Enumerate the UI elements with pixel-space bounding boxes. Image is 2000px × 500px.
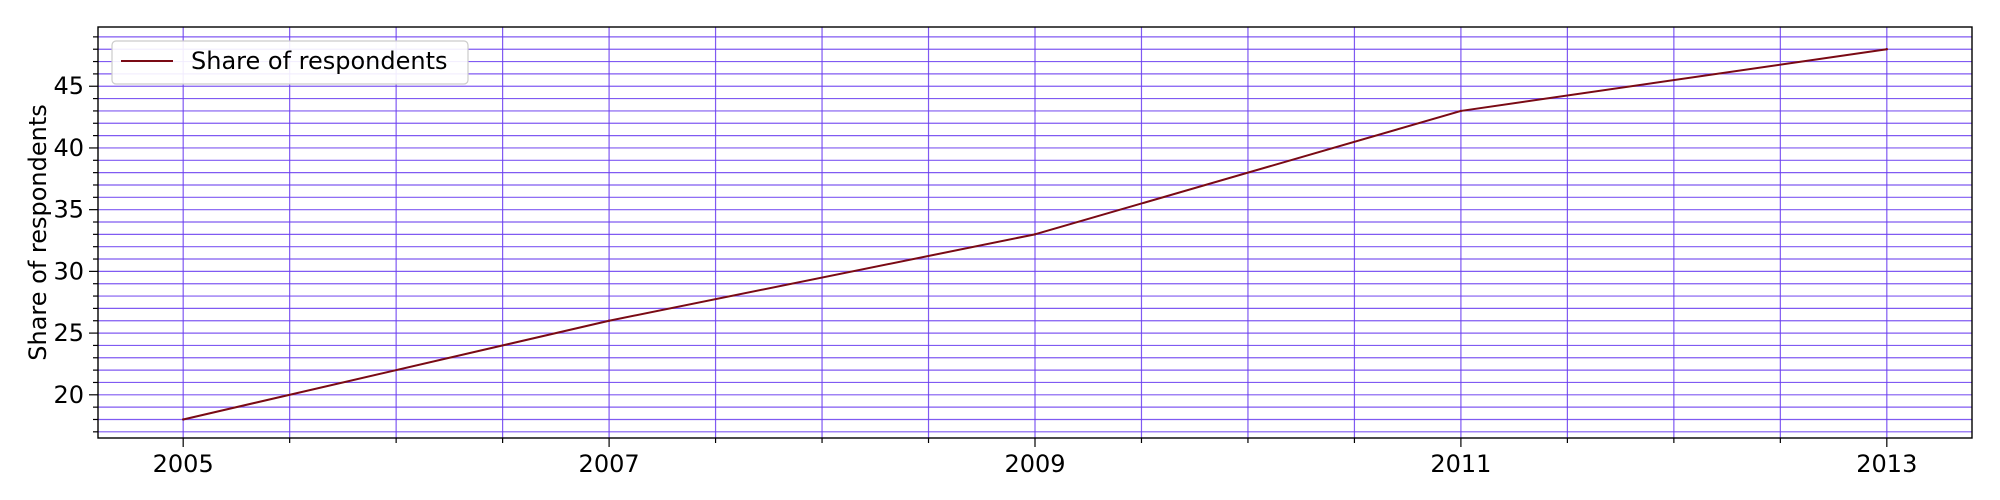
y-axis-label: Share of respondents [24,104,52,361]
legend: Share of respondents [111,40,469,85]
y-tick-label: 45 [53,72,84,100]
legend-label: Share of respondents [191,47,448,75]
x-tick-label: 2009 [1004,450,1065,478]
legend-box [111,40,469,85]
y-tick-label: 20 [53,381,84,409]
y-tick-label: 40 [53,134,84,162]
x-tick-label: 2011 [1430,450,1491,478]
x-tick-label: 2005 [153,450,214,478]
x-tick-label: 2013 [1856,450,1917,478]
data-point [607,319,611,322]
axis-ticks [89,36,1888,447]
y-axis-tick-labels: 20 25 30 35 40 45 [53,72,84,409]
data-point [1885,48,1889,51]
y-tick-label: 35 [53,196,84,224]
series-layer [181,48,1889,421]
grid [98,27,1972,438]
data-point [181,418,185,421]
y-tick-label: 25 [53,319,84,347]
x-tick-label: 2007 [579,450,640,478]
data-point [1459,109,1463,113]
y-tick-label: 30 [53,257,84,285]
data-point [1033,233,1037,236]
x-axis-tick-labels: 2005 2007 2009 2011 2013 [153,450,1918,478]
